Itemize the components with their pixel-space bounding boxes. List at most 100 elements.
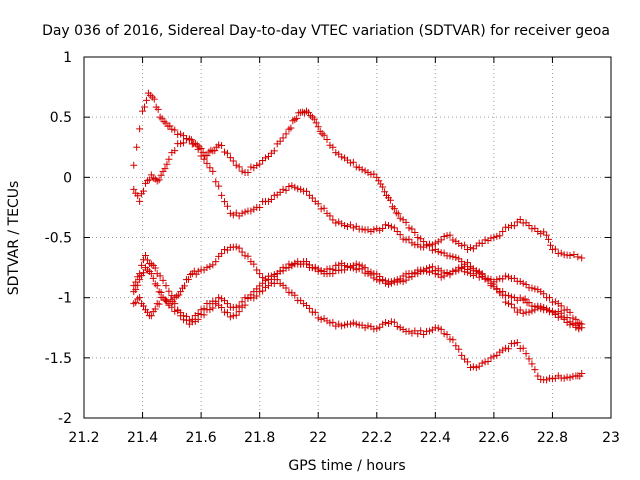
- data-point: [310, 115, 318, 123]
- data-point: [540, 290, 548, 298]
- data-point: [270, 272, 278, 280]
- data-point: [452, 342, 460, 350]
- data-point: [376, 277, 384, 285]
- data-point: [566, 252, 574, 260]
- data-point: [256, 288, 264, 296]
- data-point: [218, 250, 226, 258]
- data-point: [352, 163, 360, 171]
- data-points: [130, 89, 586, 384]
- data-point: [437, 249, 445, 257]
- data-point: [379, 224, 387, 232]
- data-point: [431, 266, 439, 274]
- data-point: [244, 169, 252, 177]
- data-point: [393, 323, 401, 331]
- data-point: [232, 161, 240, 169]
- data-point: [151, 305, 159, 313]
- data-point: [235, 308, 243, 316]
- data-point: [223, 202, 231, 210]
- data-point: [253, 266, 261, 274]
- data-point: [197, 152, 205, 160]
- x-tick-label: 21.4: [127, 430, 158, 446]
- data-point: [161, 165, 169, 173]
- data-point: [288, 182, 296, 190]
- data-point: [566, 318, 574, 326]
- chart-title: Day 036 of 2016, Sidereal Day-to-day VTE…: [42, 23, 610, 39]
- data-point: [312, 119, 320, 127]
- data-point: [519, 279, 527, 287]
- data-point: [346, 264, 354, 272]
- data-point: [545, 235, 553, 243]
- data-point: [373, 325, 381, 333]
- data-point: [314, 267, 322, 275]
- data-point: [452, 253, 460, 261]
- data-point: [130, 185, 138, 193]
- data-point: [402, 236, 410, 244]
- data-point: [531, 366, 539, 374]
- data-point: [402, 218, 410, 226]
- data-point: [519, 309, 527, 317]
- data-point: [358, 265, 366, 273]
- data-point: [226, 313, 234, 321]
- data-point: [338, 322, 346, 330]
- data-point: [411, 270, 419, 278]
- data-point: [502, 344, 510, 352]
- data-point: [423, 241, 431, 249]
- data-point: [505, 345, 513, 353]
- data-point: [297, 297, 305, 305]
- data-point: [522, 280, 530, 288]
- data-point: [546, 241, 554, 249]
- data-point: [259, 287, 267, 295]
- data-point: [543, 231, 551, 239]
- data-point: [162, 296, 170, 304]
- data-point: [218, 304, 226, 312]
- data-point: [151, 264, 159, 272]
- data-point: [373, 225, 381, 233]
- y-tick-label: 0: [63, 170, 72, 186]
- data-point: [174, 307, 182, 315]
- data-point: [329, 216, 337, 224]
- data-point: [493, 351, 501, 359]
- data-point: [493, 276, 501, 284]
- data-point: [184, 275, 192, 283]
- data-point: [311, 308, 319, 316]
- data-point: [478, 240, 486, 248]
- data-point: [414, 330, 422, 338]
- data-point: [384, 221, 392, 229]
- data-point: [572, 315, 580, 323]
- data-point: [469, 245, 477, 253]
- data-point: [168, 292, 176, 300]
- data-point: [181, 282, 189, 290]
- data-point: [428, 263, 436, 271]
- y-tick-label: -0.5: [45, 231, 72, 247]
- data-point: [472, 364, 480, 372]
- data-point: [326, 212, 334, 220]
- data-point: [446, 271, 454, 279]
- data-point: [464, 265, 472, 273]
- data-point: [221, 198, 229, 206]
- axes: 21.2 21.4 21.6 21.8 22 22.2 22.4 22.6 22.8 23 1 0.5…: [45, 50, 620, 446]
- data-point: [185, 136, 193, 144]
- data-point: [270, 279, 278, 287]
- data-point: [194, 267, 202, 275]
- data-point: [449, 267, 457, 275]
- data-point: [507, 293, 515, 301]
- data-point: [546, 294, 554, 302]
- data-point: [437, 325, 445, 333]
- data-point: [396, 324, 404, 332]
- data-point: [393, 276, 401, 284]
- data-point: [159, 276, 167, 284]
- data-point: [387, 223, 395, 231]
- data-point: [566, 308, 574, 316]
- data-point: [140, 187, 148, 195]
- data-point: [203, 152, 211, 160]
- data-point: [346, 221, 354, 229]
- data-point: [314, 123, 322, 131]
- data-point: [531, 285, 539, 293]
- data-point: [510, 222, 518, 230]
- data-point: [396, 214, 404, 222]
- data-point: [203, 159, 211, 167]
- data-point: [238, 248, 246, 256]
- data-point: [578, 254, 586, 262]
- data-point: [499, 291, 507, 299]
